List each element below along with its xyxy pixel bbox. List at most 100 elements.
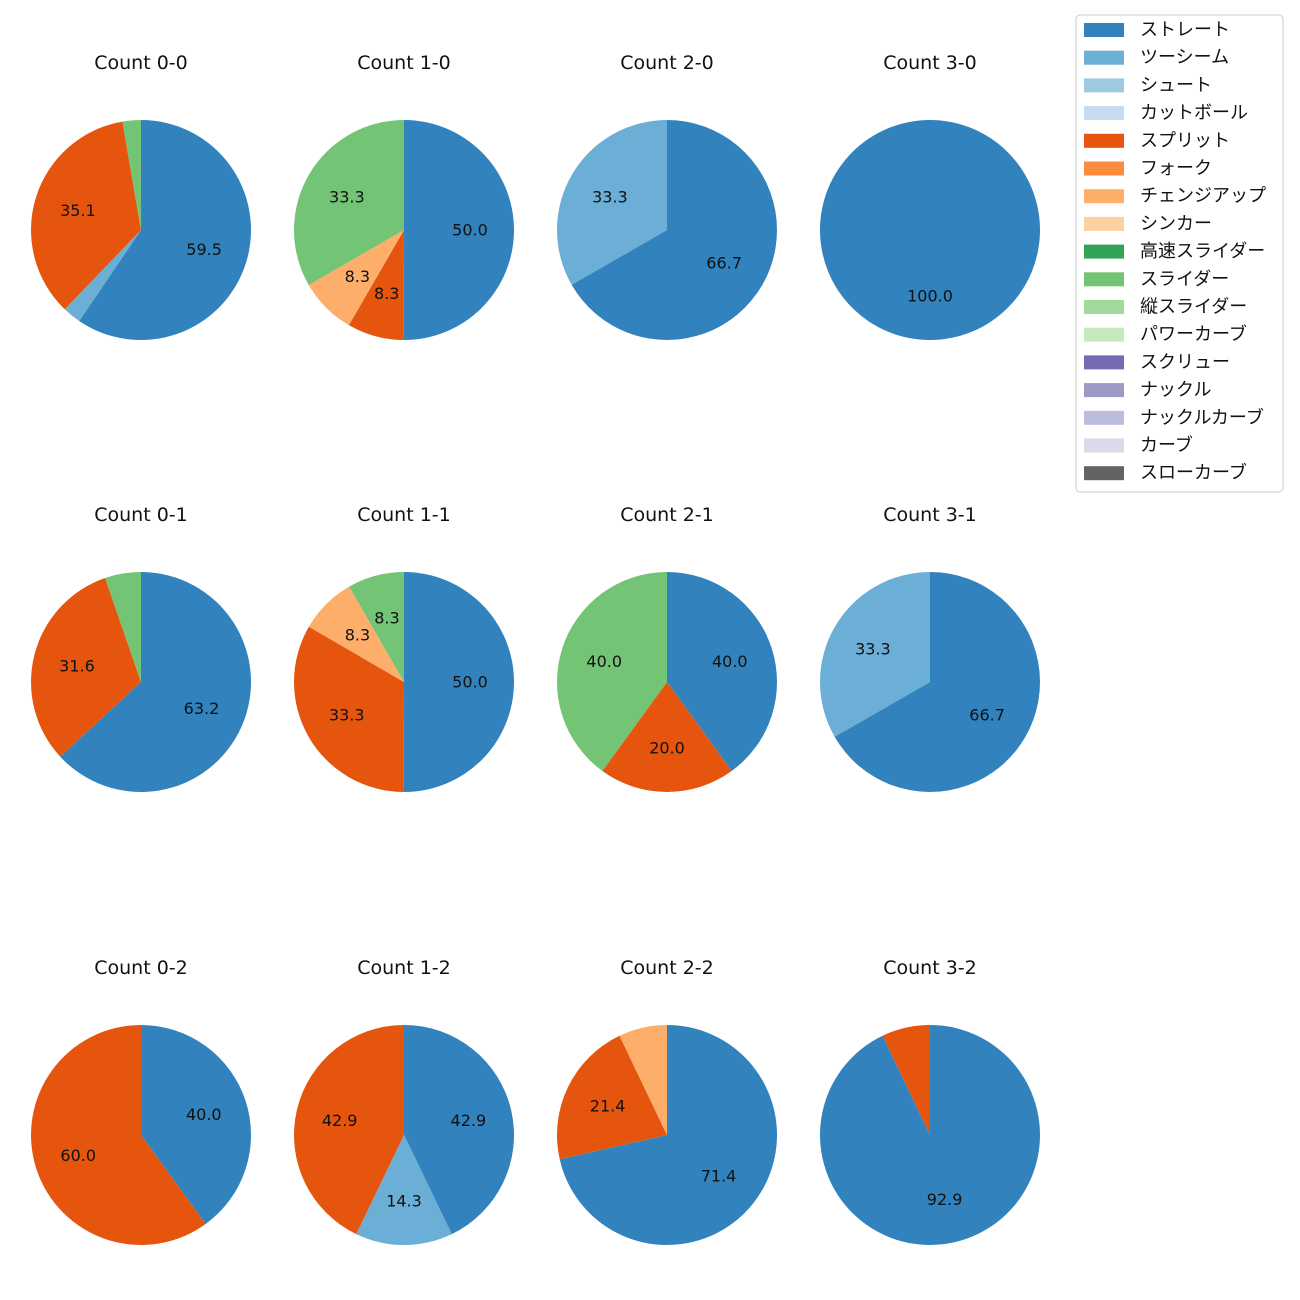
pie-slice: [308, 586, 404, 682]
pie-slice: [60, 572, 252, 792]
slice-percent-label: 8.3: [345, 626, 370, 645]
legend-label: 高速スライダー: [1140, 241, 1265, 262]
legend-label: パワーカーブ: [1140, 323, 1247, 345]
pie-slice: [559, 1025, 777, 1245]
chart-title: Count 1-2: [357, 957, 451, 979]
pie-slice: [571, 120, 777, 340]
pie-slice: [294, 120, 404, 285]
chart-title: Count 2-0: [620, 52, 714, 74]
slice-percent-label: 8.3: [374, 609, 399, 628]
legend-label: カーブ: [1140, 434, 1193, 456]
pie-chart: Count 0-1 63.2 31.6: [31, 504, 252, 792]
pie-slice: [556, 120, 667, 285]
pie-chart: Count 0-0 59.5 35.1: [31, 52, 251, 340]
pie-slice: [403, 572, 515, 792]
pie-chart: Count 3-1 66.7 33.3: [820, 504, 1040, 792]
legend-swatch: [1084, 23, 1124, 37]
legend-label: フォーク: [1140, 158, 1212, 179]
pie-slice: [79, 120, 251, 340]
slice-percent-label: 60.0: [60, 1146, 96, 1165]
slice-percent-label: 33.3: [855, 639, 891, 658]
pie-slice: [820, 120, 1040, 340]
legend-swatch: [1084, 300, 1124, 314]
pie-slice: [667, 572, 777, 771]
pie-slice: [348, 230, 404, 340]
slice-percent-label: 40.0: [186, 1105, 222, 1124]
legend-swatch: [1084, 466, 1124, 481]
slice-percent-label: 66.7: [969, 706, 1005, 725]
slice-percent-label: 40.0: [712, 652, 748, 671]
chart-title: Count 0-0: [94, 52, 188, 74]
slice-percent-label: 59.5: [186, 240, 222, 259]
slice-percent-label: 21.4: [590, 1097, 626, 1116]
pie-chart: Count 1-1 50.0 33.3 8.38.3: [294, 504, 515, 792]
pie-slice: [602, 682, 732, 792]
legend-label: 縦スライダー: [1140, 297, 1247, 318]
pie-chart: Count 3-0 100.0: [820, 52, 1040, 340]
legend-label: スクリュー: [1140, 352, 1230, 373]
slice-percent-label: 33.3: [592, 187, 628, 206]
pie-slice: [308, 230, 404, 326]
chart-title: Count 2-2: [620, 957, 714, 979]
pie-chart: Count 1-0 50.0 8.38.3 33.3: [294, 52, 515, 341]
legend-label: カットボール: [1140, 103, 1248, 124]
pie-slice: [141, 1025, 251, 1224]
legend-swatch: [1084, 355, 1124, 370]
slice-percent-label: 20.0: [649, 739, 685, 758]
legend-label: スローカーブ: [1140, 462, 1247, 484]
pie-slice: [819, 1025, 1040, 1245]
legend-label: ナックル: [1140, 380, 1211, 401]
legend-label: スライダー: [1140, 269, 1229, 290]
slice-percent-label: 63.2: [184, 699, 220, 718]
legend-label: ツーシーム: [1140, 47, 1229, 68]
legend-frame: [1075, 14, 1284, 493]
legend-label: スプリット: [1140, 130, 1230, 151]
pie-slice: [30, 1025, 206, 1246]
pie-chart: Count 0-2 40.0 60.0: [30, 957, 251, 1246]
legend-swatch: [1084, 272, 1124, 287]
slice-percent-label: 42.9: [322, 1111, 358, 1130]
slice-percent-label: 71.4: [701, 1167, 737, 1186]
chart-title: Count 0-2: [94, 957, 188, 979]
pie-slice: [122, 120, 141, 230]
pie-slice: [834, 572, 1040, 792]
legend-label: ストレート: [1140, 20, 1230, 41]
pie-slice: [31, 121, 142, 310]
chart-title: Count 3-1: [883, 504, 977, 526]
pie-chart: Count 2-2 71.4 21.4: [556, 957, 777, 1245]
slice-percent-label: 35.1: [60, 201, 96, 220]
slice-percent-label: 50.0: [452, 221, 488, 240]
pie-slice: [356, 1135, 452, 1245]
slice-percent-label: 33.3: [329, 705, 365, 724]
pie-slice: [820, 572, 930, 737]
legend-swatch: [1084, 410, 1124, 425]
pie-chart: Count 2-0 66.7 33.3: [556, 52, 777, 340]
pie-slice: [349, 572, 404, 682]
pie-slice: [294, 626, 404, 792]
slice-percent-label: 42.9: [451, 1111, 487, 1130]
slice-percent-label: 31.6: [59, 656, 95, 675]
legend-swatch: [1084, 78, 1124, 93]
pie-slice: [403, 120, 515, 341]
chart-title: Count 1-1: [357, 504, 451, 526]
legend-label: シュート: [1140, 75, 1212, 96]
legend-swatch: [1084, 327, 1124, 342]
pie-slice: [31, 578, 142, 757]
slice-percent-label: 8.3: [345, 267, 370, 286]
chart-title: Count 3-2: [883, 957, 977, 979]
legend-swatch: [1084, 244, 1124, 259]
legend-label: チェンジアップ: [1140, 186, 1266, 207]
pie-slice: [882, 1025, 930, 1135]
legend-swatch: [1084, 161, 1124, 176]
legend: ストレートツーシームシュートカットボールスプリットフォークチェンジアップシンカー…: [1075, 14, 1284, 493]
chart-title: Count 0-1: [94, 504, 188, 526]
slice-percent-label: 66.7: [706, 254, 742, 273]
pie-slice: [619, 1025, 667, 1135]
pie-chart: Count 2-1 40.0 20.0 40.0: [557, 504, 777, 792]
pie-slice: [404, 1025, 514, 1235]
chart-title: Count 1-0: [357, 52, 451, 74]
chart-title: Count 2-1: [620, 504, 714, 526]
legend-swatch: [1084, 216, 1124, 231]
